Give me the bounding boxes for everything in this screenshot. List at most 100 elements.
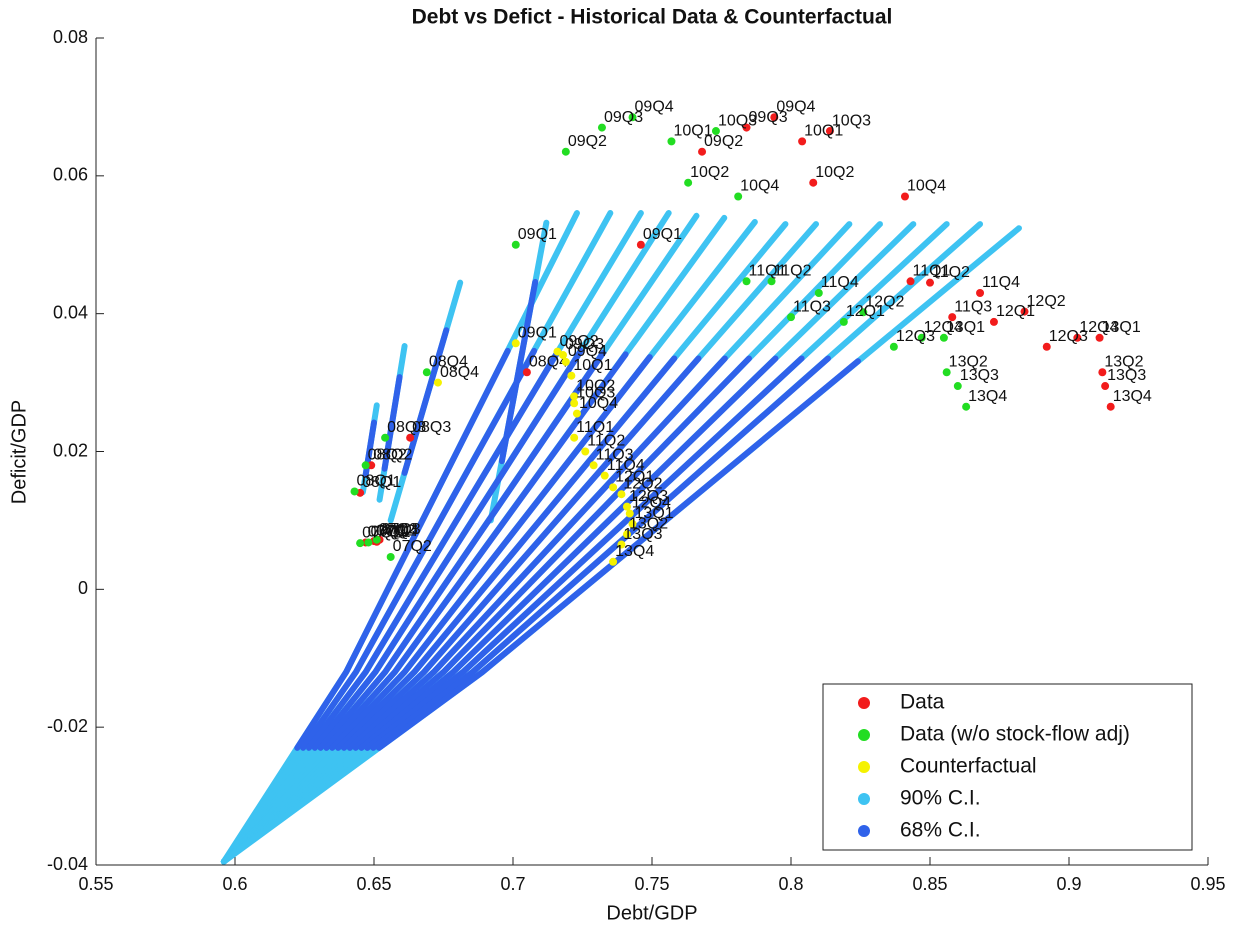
data-point bbox=[609, 483, 618, 492]
data-point bbox=[839, 317, 848, 326]
x-tick-label: 0.95 bbox=[1190, 874, 1225, 894]
point-label: 08Q4 bbox=[440, 364, 479, 381]
x-tick-label: 0.9 bbox=[1056, 874, 1081, 894]
point-label: 11Q4 bbox=[821, 274, 859, 291]
point-label: 12Q3 bbox=[629, 488, 668, 505]
point-label: 11Q1 bbox=[913, 262, 951, 279]
ci-line bbox=[346, 355, 728, 751]
point-label: 08Q1 bbox=[357, 473, 396, 490]
point-label: 08Q4 bbox=[429, 353, 468, 370]
data-point bbox=[628, 519, 637, 528]
data-point bbox=[561, 357, 570, 366]
point-label: 12Q1 bbox=[846, 303, 885, 320]
data-point bbox=[367, 461, 376, 470]
ci-line bbox=[294, 347, 511, 751]
point-label: 09Q2 bbox=[704, 133, 743, 150]
point-label: 12Q4 bbox=[1079, 319, 1118, 336]
ci-line bbox=[364, 355, 805, 751]
data-point bbox=[570, 399, 579, 408]
data-point bbox=[917, 333, 926, 342]
point-label: 07Q3 bbox=[379, 521, 418, 538]
data-point bbox=[570, 392, 579, 401]
x-axis-label: Debt/GDP bbox=[606, 902, 697, 924]
point-label: 10Q3 bbox=[718, 112, 757, 129]
data-point bbox=[939, 333, 948, 342]
data-point bbox=[589, 461, 598, 470]
point-label: 11Q4 bbox=[982, 274, 1020, 291]
data-point bbox=[698, 147, 707, 156]
x-tick-label: 0.8 bbox=[778, 874, 803, 894]
point-label: 09Q3 bbox=[749, 109, 788, 126]
point-label: 07Q2 bbox=[393, 538, 432, 555]
ci-line bbox=[352, 355, 753, 751]
point-label: 11Q1 bbox=[576, 419, 614, 436]
data-point bbox=[636, 240, 645, 249]
point-label: 11Q3 bbox=[596, 447, 634, 464]
point-label: 09Q2 bbox=[568, 133, 607, 150]
data-point bbox=[1020, 307, 1029, 316]
data-point bbox=[386, 552, 395, 561]
point-label: 10Q2 bbox=[576, 378, 615, 395]
data-point bbox=[350, 487, 359, 496]
point-label: 12Q4 bbox=[632, 495, 671, 512]
point-label: 12Q1 bbox=[615, 469, 654, 486]
data-point bbox=[1106, 402, 1115, 411]
point-label: 08Q3 bbox=[412, 419, 451, 436]
data-point bbox=[567, 371, 576, 380]
legend-label: Data bbox=[900, 691, 945, 714]
data-point bbox=[381, 433, 390, 442]
point-label: 10Q1 bbox=[573, 357, 612, 374]
point-label: 13Q1 bbox=[1102, 319, 1141, 336]
data-point bbox=[625, 509, 634, 518]
data-point bbox=[1101, 382, 1110, 391]
point-label: 11Q3 bbox=[954, 298, 992, 315]
point-label: 13Q4 bbox=[1113, 388, 1152, 405]
ci-line bbox=[370, 355, 831, 751]
data-point bbox=[581, 447, 590, 456]
point-label: 10Q4 bbox=[579, 395, 618, 412]
x-tick-label: 0.85 bbox=[912, 874, 947, 894]
x-tick-label: 0.7 bbox=[500, 874, 525, 894]
point-label: 13Q3 bbox=[1107, 367, 1146, 384]
legend-marker bbox=[858, 825, 870, 837]
point-label: 07Q2 bbox=[376, 522, 415, 539]
x-tick-label: 0.6 bbox=[222, 874, 247, 894]
point-label: 09Q4 bbox=[568, 343, 607, 360]
point-label: 12Q2 bbox=[623, 475, 662, 492]
y-tick-label: 0.02 bbox=[53, 440, 88, 460]
y-tick-label: 0.06 bbox=[53, 165, 88, 185]
data-point bbox=[906, 277, 915, 286]
data-point bbox=[622, 530, 631, 539]
ci-line bbox=[311, 347, 584, 751]
point-label: 12Q1 bbox=[996, 303, 1035, 320]
legend-label: Counterfactual bbox=[900, 755, 1037, 778]
data-point bbox=[570, 433, 579, 442]
data-point bbox=[989, 317, 998, 326]
point-label: 09Q2 bbox=[559, 333, 598, 350]
y-tick-label: -0.02 bbox=[47, 716, 88, 736]
data-point bbox=[809, 178, 818, 187]
data-point bbox=[600, 471, 609, 480]
data-point bbox=[597, 123, 606, 132]
point-label: 12Q3 bbox=[896, 328, 935, 345]
data-point bbox=[814, 288, 823, 297]
data-point bbox=[734, 192, 743, 201]
data-point bbox=[617, 540, 626, 549]
point-label: 09Q4 bbox=[635, 98, 674, 115]
data-point bbox=[364, 538, 373, 547]
point-label: 11Q3 bbox=[793, 298, 831, 315]
data-point bbox=[511, 339, 520, 348]
y-tick-label: 0.08 bbox=[53, 27, 88, 47]
point-label: 07Q3 bbox=[382, 521, 421, 538]
data-point bbox=[1042, 342, 1051, 351]
point-label: 10Q4 bbox=[740, 178, 779, 195]
ci-line bbox=[381, 374, 403, 472]
data-point bbox=[617, 490, 626, 499]
point-label: 08Q4 bbox=[529, 353, 568, 370]
data-point bbox=[667, 137, 676, 146]
ci-line bbox=[376, 358, 861, 751]
x-tick-label: 0.75 bbox=[634, 874, 669, 894]
ci-line bbox=[305, 347, 562, 751]
data-point bbox=[825, 127, 834, 136]
data-point bbox=[609, 557, 618, 566]
